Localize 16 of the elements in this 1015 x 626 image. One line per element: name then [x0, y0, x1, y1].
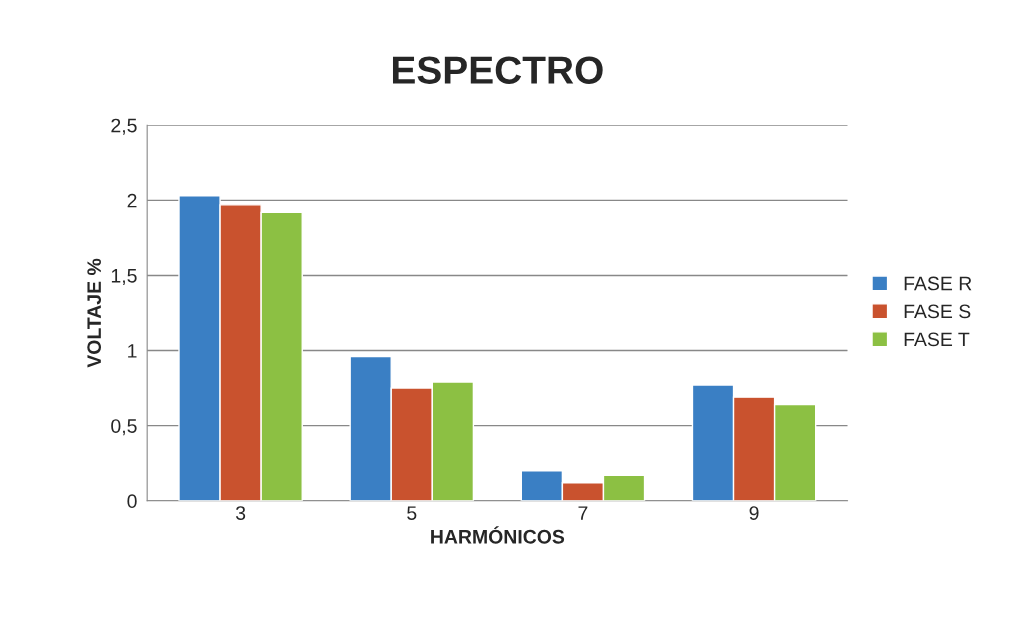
x-tick-label: 3	[235, 506, 246, 520]
legend-label: FASE T	[904, 332, 970, 347]
legend-label: FASE R	[904, 276, 972, 291]
y-tick-label: 0	[127, 494, 137, 509]
y-axis-title: VOLTAJE %	[87, 258, 102, 368]
legend-label: FASE S	[904, 304, 971, 319]
y-tick-label: 1,5	[111, 269, 137, 285]
x-tick-label: 5	[407, 506, 417, 520]
y-tick-label: 0,5	[111, 419, 137, 436]
x-tick-label: 9	[749, 506, 759, 520]
chart-title: ESPECTRO	[392, 56, 603, 84]
y-tick-label: 1	[128, 344, 137, 358]
x-axis-title: HARMÓNICOS	[431, 526, 565, 544]
y-tick-label: 2	[127, 193, 137, 208]
y-tick-label: 2,5	[111, 118, 137, 135]
x-tick-label: 7	[578, 506, 588, 520]
